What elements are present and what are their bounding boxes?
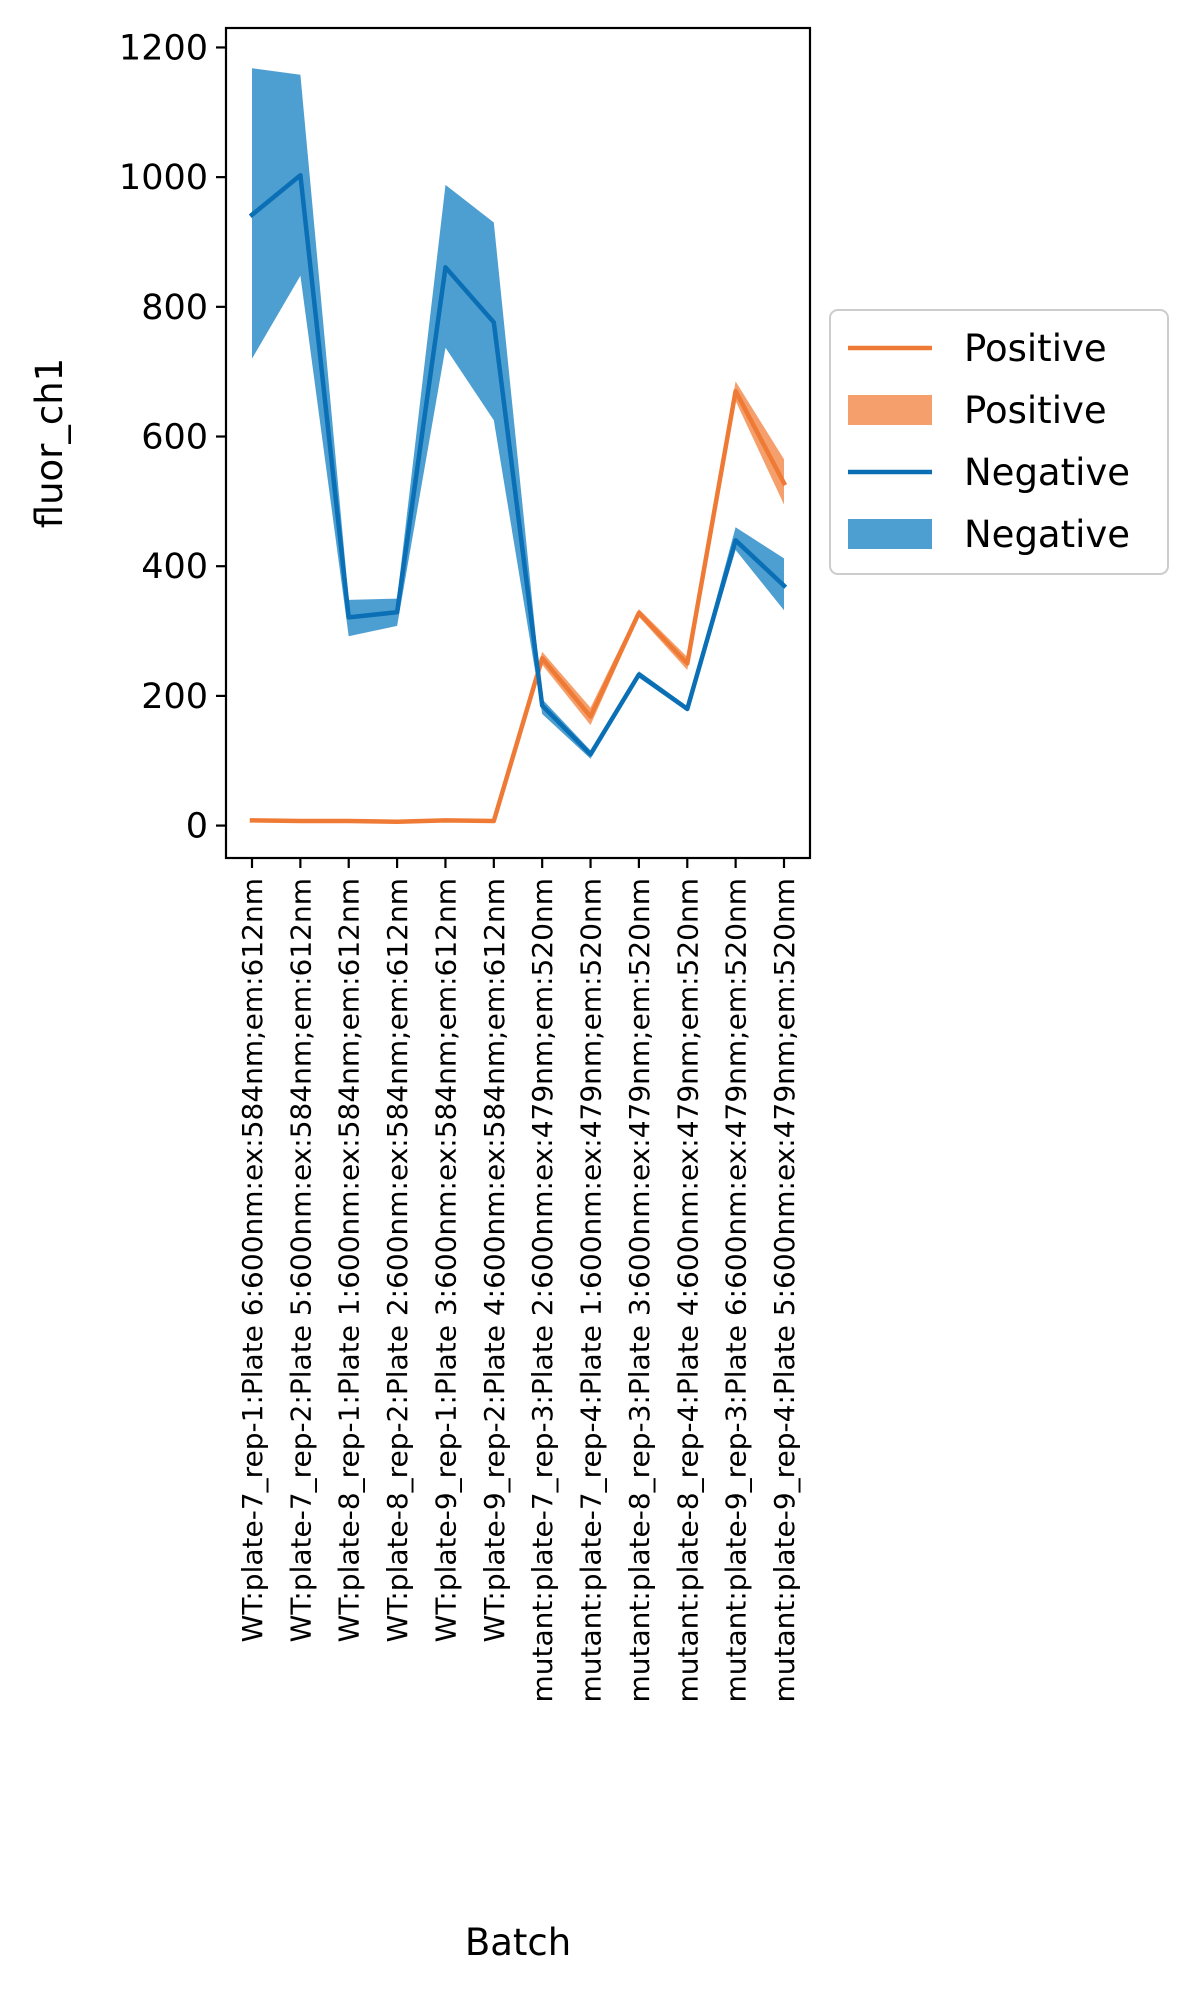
y-tick-label: 400 bbox=[141, 547, 208, 587]
y-tick-label: 1000 bbox=[119, 158, 208, 198]
x-tick-label: WT:plate-7_rep-2:Plate 5:600nm:ex:584nm;… bbox=[284, 878, 317, 1642]
legend-box bbox=[829, 309, 1169, 575]
x-axis: WT:plate-7_rep-1:Plate 6:600nm:ex:584nm;… bbox=[236, 858, 801, 1703]
line-negative bbox=[248, 172, 788, 757]
x-tick-label: mutant:plate-7_rep-4:Plate 1:600nm:ex:47… bbox=[575, 878, 608, 1703]
legend-band-swatch bbox=[848, 395, 932, 425]
x-tick-label: WT:plate-9_rep-1:Plate 3:600nm:ex:584nm;… bbox=[429, 878, 462, 1642]
y-tick-label: 0 bbox=[186, 807, 208, 847]
x-tick-label: WT:plate-7_rep-1:Plate 6:600nm:ex:584nm;… bbox=[236, 878, 269, 1642]
y-axis-label: fluor_ch1 bbox=[28, 358, 71, 528]
x-tick-label: mutant:plate-7_rep-3:Plate 2:600nm:ex:47… bbox=[526, 878, 559, 1703]
series-lines bbox=[248, 172, 788, 824]
x-tick-label: WT:plate-8_rep-2:Plate 2:600nm:ex:584nm;… bbox=[381, 878, 414, 1642]
y-tick-label: 600 bbox=[141, 418, 208, 458]
plot-area-frame bbox=[224, 26, 812, 860]
y-axis: 0 200 400 600 800 1000 1200 bbox=[119, 28, 226, 847]
x-tick-label: mutant:plate-9_rep-4:Plate 5:600nm:ex:47… bbox=[768, 878, 801, 1703]
legend-label: Negative bbox=[964, 451, 1130, 494]
x-tick-label: mutant:plate-8_rep-3:Plate 3:600nm:ex:47… bbox=[623, 878, 656, 1703]
y-tick-label: 800 bbox=[141, 288, 208, 328]
x-tick-label: mutant:plate-9_rep-3:Plate 6:600nm:ex:47… bbox=[720, 878, 753, 1703]
legend-label: Positive bbox=[964, 327, 1107, 370]
x-axis-label: Batch bbox=[465, 1921, 571, 1964]
legend-label: Positive bbox=[964, 389, 1107, 432]
y-tick-label: 1200 bbox=[119, 28, 208, 68]
line-positive bbox=[249, 388, 788, 824]
y-tick-label: 200 bbox=[141, 677, 208, 717]
legend-label: Negative bbox=[964, 513, 1130, 556]
x-tick-label: WT:plate-9_rep-2:Plate 4:600nm:ex:584nm;… bbox=[478, 878, 511, 1642]
x-tick-label: mutant:plate-8_rep-4:Plate 4:600nm:ex:47… bbox=[671, 878, 704, 1703]
band-negative bbox=[252, 68, 784, 759]
legend: Positive Positive Negative Negative bbox=[829, 309, 1169, 575]
x-tick-label: WT:plate-8_rep-1:Plate 1:600nm:ex:584nm;… bbox=[333, 878, 366, 1642]
legend-band-swatch bbox=[848, 519, 932, 549]
